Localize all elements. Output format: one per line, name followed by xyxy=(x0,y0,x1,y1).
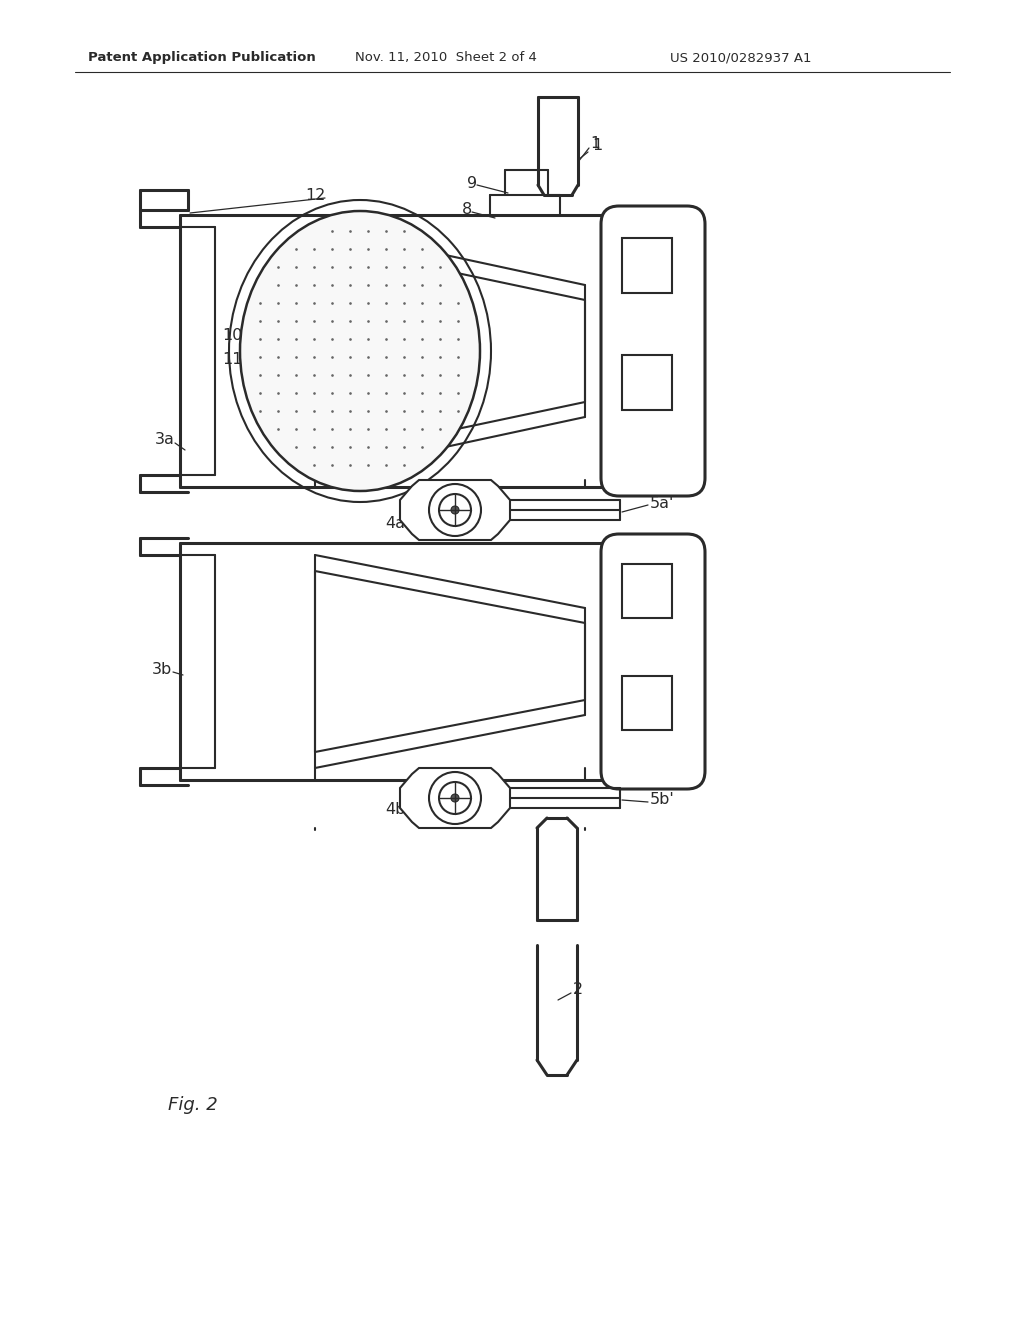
Text: 12: 12 xyxy=(305,187,326,202)
Bar xyxy=(622,564,672,618)
Circle shape xyxy=(429,484,481,536)
Polygon shape xyxy=(400,768,510,828)
Text: 3b: 3b xyxy=(152,663,172,677)
Text: 8: 8 xyxy=(462,202,472,218)
Text: 2: 2 xyxy=(573,982,583,998)
Ellipse shape xyxy=(240,211,480,491)
Circle shape xyxy=(429,772,481,824)
Bar xyxy=(622,238,672,293)
Text: 1: 1 xyxy=(590,136,600,150)
Text: Fig. 2: Fig. 2 xyxy=(168,1096,218,1114)
Text: Nov. 11, 2010  Sheet 2 of 4: Nov. 11, 2010 Sheet 2 of 4 xyxy=(355,51,537,65)
Text: 4a: 4a xyxy=(385,516,406,531)
FancyBboxPatch shape xyxy=(601,535,705,789)
Text: US 2010/0282937 A1: US 2010/0282937 A1 xyxy=(670,51,811,65)
Text: 4b: 4b xyxy=(385,803,406,817)
Circle shape xyxy=(439,781,471,814)
Text: Patent Application Publication: Patent Application Publication xyxy=(88,51,315,65)
Text: 9: 9 xyxy=(467,176,477,190)
Circle shape xyxy=(451,795,459,803)
Text: 11: 11 xyxy=(222,352,243,367)
FancyBboxPatch shape xyxy=(601,206,705,496)
Bar xyxy=(622,355,672,411)
Text: 10: 10 xyxy=(222,327,243,342)
Polygon shape xyxy=(400,480,510,540)
Text: 5a': 5a' xyxy=(650,495,675,511)
Text: 1: 1 xyxy=(592,137,602,153)
Text: 5b': 5b' xyxy=(650,792,675,808)
Text: 3a: 3a xyxy=(155,433,175,447)
Circle shape xyxy=(451,506,459,513)
Bar xyxy=(622,676,672,730)
Circle shape xyxy=(439,494,471,525)
